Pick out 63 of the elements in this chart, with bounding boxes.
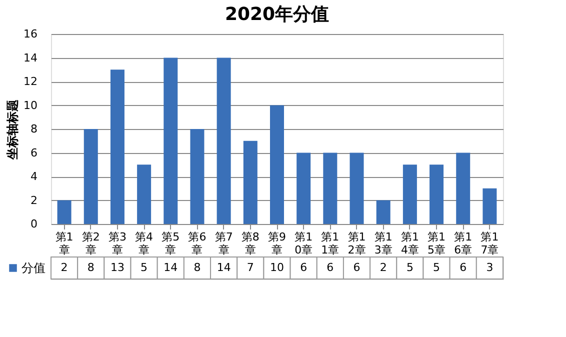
bar (137, 164, 152, 224)
bar (376, 200, 390, 224)
legend-label: 分值 (22, 261, 46, 275)
y-tick-label: 14 (24, 51, 38, 64)
x-tick-label: 第7章 (214, 230, 233, 256)
bar (84, 129, 98, 224)
y-tick-label: 2 (30, 194, 38, 207)
data-label: 6 (353, 261, 360, 274)
data-label: 14 (216, 261, 231, 274)
y-axis-title: 坐标轴标题 (6, 100, 20, 160)
bar (164, 58, 178, 224)
x-tick-label: 第1章 (55, 230, 74, 256)
data-label: 13 (110, 261, 124, 274)
data-label: 5 (406, 261, 414, 274)
y-tick-label: 8 (30, 122, 38, 136)
x-tick-label: 第15章 (428, 230, 446, 256)
data-label: 14 (164, 261, 178, 274)
data-label: 5 (433, 261, 440, 274)
y-tick-label: 16 (24, 28, 38, 40)
x-tick-label: 第9章 (268, 230, 286, 256)
y-tick-label: 12 (24, 75, 38, 88)
bar (110, 70, 124, 224)
data-label: 10 (270, 261, 284, 274)
bar (482, 188, 497, 224)
x-tick-label: 第17章 (480, 230, 499, 256)
chart-title: 2020年分值 (224, 4, 330, 25)
bar (270, 105, 284, 224)
bar (350, 152, 364, 224)
x-tick-label: 第10章 (294, 230, 313, 256)
data-label: 5 (140, 261, 148, 274)
data-label: 3 (486, 261, 494, 274)
data-label: 2 (380, 261, 387, 274)
bar (456, 152, 470, 224)
x-tick-label: 第11章 (321, 230, 340, 256)
data-label: 7 (246, 261, 254, 274)
x-tick-label: 第12章 (348, 230, 366, 256)
x-tick-label: 第3章 (108, 230, 126, 256)
x-tick-label: 第16章 (454, 230, 472, 256)
bar (216, 58, 231, 224)
bar (430, 164, 444, 224)
x-tick-label: 第2章 (82, 230, 100, 256)
x-tick-label: 第14章 (400, 230, 419, 256)
y-tick-label: 6 (30, 146, 38, 160)
data-label: 6 (326, 261, 334, 274)
data-label: 8 (87, 261, 94, 274)
x-tick-label: 第8章 (241, 230, 260, 256)
x-tick-label: 第4章 (135, 230, 154, 256)
bar (402, 164, 417, 224)
data-label: 6 (460, 261, 467, 274)
bar (57, 200, 72, 224)
y-tick-label: 10 (24, 98, 38, 112)
data-label: 2 (60, 261, 68, 274)
x-tick-label: 第13章 (374, 230, 392, 256)
bar (296, 152, 311, 224)
bar (243, 140, 258, 224)
y-tick-label: 0 (30, 218, 38, 230)
y-tick-label: 4 (30, 170, 38, 183)
bar (323, 152, 338, 224)
bar (190, 129, 204, 224)
x-tick-label: 第6章 (188, 230, 206, 256)
data-label: 8 (194, 261, 201, 274)
data-label: 6 (300, 261, 308, 274)
x-tick-label: 第5章 (162, 230, 180, 256)
